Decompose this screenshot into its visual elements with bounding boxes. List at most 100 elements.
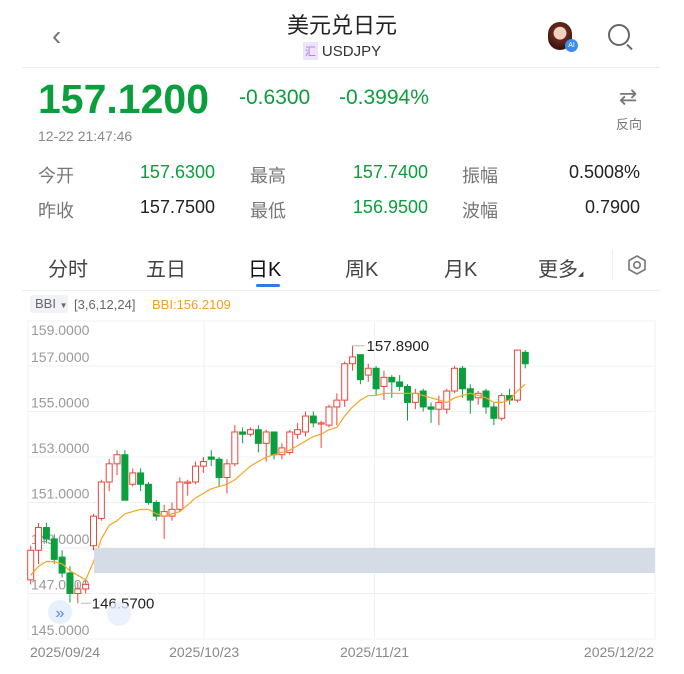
ai-badge: AI [565, 39, 578, 52]
candle-body [317, 422, 325, 425]
candle-body [325, 406, 333, 426]
candle-body [223, 463, 231, 478]
candle-body [435, 401, 443, 410]
forex-badge: 汇 [302, 42, 318, 60]
y-tick-label: 157.0000 [31, 349, 90, 365]
indicator-params: [3,6,12,24] [74, 297, 136, 312]
candle-body [113, 454, 121, 465]
stat-value: 0.5008% [568, 162, 640, 182]
stat-label: 昨收 [38, 201, 74, 221]
stat-value: 157.6300 [139, 162, 215, 182]
candle-body [498, 395, 506, 419]
candle-body [66, 572, 74, 595]
candle-body [451, 367, 459, 392]
y-tick-label: 151.0000 [31, 486, 90, 502]
stat-value: 157.7400 [352, 162, 428, 182]
double-chevron-right-icon: » [56, 605, 65, 622]
search-icon[interactable] [608, 24, 630, 46]
tab-1[interactable]: 五日 [146, 253, 186, 282]
candle-body [521, 351, 529, 365]
candle-body [388, 376, 396, 383]
symbol-code: USDJPY [321, 43, 382, 60]
indicator-name: BBI [35, 296, 56, 311]
candle-body [254, 429, 262, 444]
candle-body [513, 349, 521, 401]
candle-body [404, 385, 411, 403]
candle-body [199, 461, 207, 467]
candle-body [184, 481, 192, 484]
candle-body [427, 406, 435, 410]
y-tick-label: 159.0000 [31, 322, 90, 338]
candle-body [144, 483, 152, 503]
candle-body [90, 515, 97, 547]
stat-label: 波幅 [462, 201, 498, 221]
reverse-button[interactable]: 反向 [616, 117, 643, 132]
symbol-subtitle: 汇 USDJPY [262, 42, 422, 60]
tab-3[interactable]: 周K [345, 253, 378, 282]
candle-body [301, 415, 309, 433]
back-button[interactable]: ‹ [52, 20, 62, 51]
candle-body [443, 390, 451, 410]
candle-body [74, 588, 82, 595]
tab-label: 月K [444, 259, 478, 281]
indicator-selector[interactable]: BBI ▼ [30, 295, 68, 313]
candle-body [490, 406, 498, 419]
candle-body [137, 472, 145, 485]
reset-button[interactable] [107, 602, 131, 626]
candle-body [176, 481, 184, 510]
page-title: 美元兑日元 [286, 13, 397, 38]
candle-body [419, 390, 427, 408]
candle-body [270, 431, 278, 456]
candle-body [239, 431, 247, 435]
dropdown-icon: ◢ [578, 271, 584, 278]
divider [22, 290, 660, 291]
tab-label: 日K [248, 259, 282, 281]
candle-body [458, 367, 466, 390]
price-change: -0.6300 [239, 86, 311, 109]
tab-5[interactable]: 更多◢ [538, 253, 583, 282]
candle-body [396, 381, 404, 387]
candle-body [341, 363, 349, 401]
candle-body [58, 556, 66, 574]
candle-body [380, 376, 388, 387]
expand-button[interactable] [48, 600, 72, 624]
current-price: 157.1200 [38, 76, 210, 122]
candle-body [372, 367, 380, 390]
candle-body [333, 399, 341, 408]
tab-4[interactable]: 月K [444, 253, 477, 282]
plot-frame [27, 320, 656, 640]
candle-body [294, 429, 302, 435]
bbi-line [30, 383, 526, 581]
tab-label: 五日 [146, 259, 186, 281]
candle-body [286, 431, 294, 453]
candle-body [27, 549, 35, 581]
caret-down-icon: ▼ [59, 301, 68, 310]
active-tab-indicator [256, 284, 280, 287]
settings-icon[interactable] [626, 254, 648, 276]
candle-body [192, 465, 200, 483]
max-price-label: 157.8900 [367, 338, 430, 355]
stat-label: 振幅 [462, 166, 498, 186]
tab-label: 周K [345, 259, 379, 281]
swap-arrows-icon[interactable]: ⇄ [619, 84, 638, 109]
y-tick-label: 153.0000 [31, 440, 90, 456]
price-change-percent: -0.3994% [339, 86, 429, 109]
candle-body [364, 367, 372, 376]
candle-body [411, 392, 419, 403]
candle-body [42, 527, 50, 540]
shaded-band [94, 548, 655, 574]
tab-0[interactable]: 分时 [48, 253, 88, 282]
candle-body [207, 456, 215, 460]
candle-body [152, 502, 160, 517]
candle-body [97, 481, 105, 519]
tab-label: 分时 [48, 259, 88, 281]
tab-label: 更多 [538, 259, 578, 281]
candle-body [262, 431, 270, 444]
y-tick-label: 145.0000 [31, 622, 90, 638]
candle-body [231, 431, 239, 465]
tab-2[interactable]: 日K [248, 253, 281, 282]
stat-value: 0.7900 [584, 197, 640, 217]
stat-label: 今开 [38, 166, 74, 186]
candle-body [129, 472, 137, 485]
